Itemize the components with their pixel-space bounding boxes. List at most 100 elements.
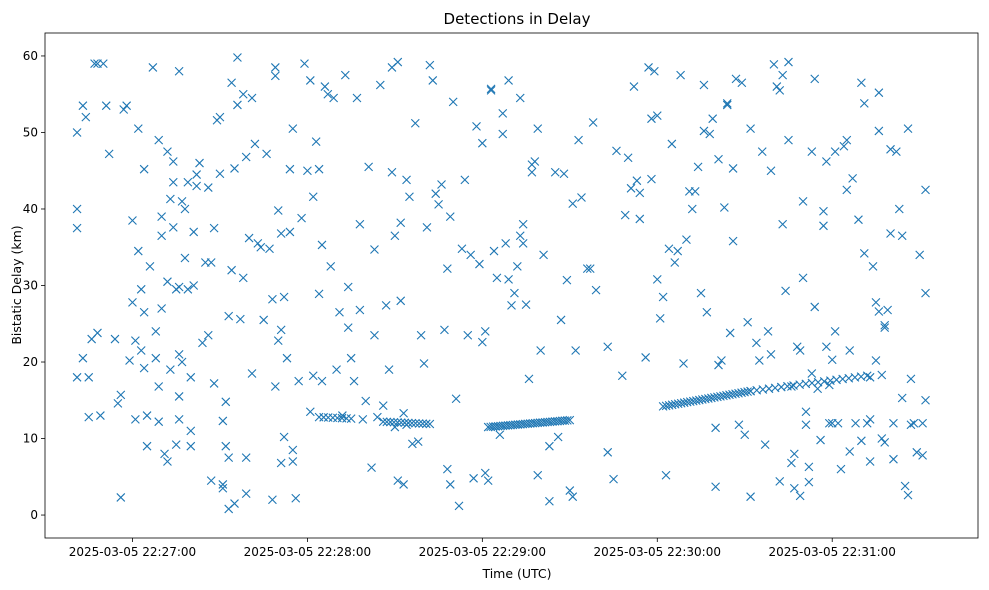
y-tick-label: 10 [23, 432, 38, 446]
data-point [413, 437, 423, 446]
data-point [183, 177, 193, 187]
data-point [300, 59, 309, 68]
data-point [746, 124, 755, 134]
data-point [886, 144, 895, 154]
data-point [859, 248, 869, 258]
data-point [722, 99, 732, 108]
data-point [539, 250, 548, 260]
x-axis-label: Time (UTC) [481, 566, 551, 581]
data-point [699, 126, 709, 136]
data-point [174, 349, 184, 359]
data-point [364, 162, 374, 172]
data-point [784, 57, 793, 67]
data-point [647, 114, 656, 124]
data-point [609, 474, 618, 484]
data-point [165, 194, 175, 204]
data-point [329, 93, 339, 103]
data-point [827, 355, 837, 365]
data-point [562, 275, 572, 285]
data-point [536, 346, 546, 355]
data-point [510, 288, 519, 298]
data-point [238, 273, 248, 283]
data-point [889, 454, 898, 464]
data-point [518, 239, 528, 248]
data-point [186, 372, 196, 382]
data-points [72, 53, 930, 514]
x-tick-label: 2025-03-05 22:30:00 [594, 545, 721, 559]
data-point [891, 147, 901, 156]
data-point [883, 305, 893, 315]
data-point [221, 441, 231, 451]
data-point [72, 204, 82, 214]
data-point [411, 418, 420, 428]
data-point [378, 401, 388, 411]
data-point [877, 370, 887, 380]
data-point [422, 222, 432, 232]
data-point [612, 146, 621, 156]
data-point [553, 432, 563, 442]
data-point [203, 330, 213, 340]
data-point [649, 66, 659, 76]
data-point [719, 203, 729, 212]
data-point [218, 416, 228, 426]
data-point [469, 473, 478, 483]
data-point [448, 97, 458, 107]
data-point [343, 282, 353, 292]
data-point [804, 477, 814, 487]
data-point [845, 447, 855, 456]
data-point [652, 111, 662, 121]
data-point [221, 397, 231, 407]
data-point [399, 408, 409, 418]
data-point [725, 328, 735, 338]
data-point [288, 457, 298, 466]
data-point [897, 231, 907, 241]
data-point [165, 365, 175, 375]
data-point [381, 301, 391, 310]
data-point [279, 432, 289, 442]
data-point [407, 439, 417, 449]
data-point [635, 214, 645, 224]
data-point [880, 437, 890, 447]
data-point [451, 394, 461, 404]
data-point [148, 63, 158, 72]
data-point [399, 480, 409, 489]
data-point [346, 353, 356, 363]
data-point [276, 325, 286, 335]
data-point [454, 501, 464, 511]
data-point [72, 372, 82, 382]
data-point [431, 189, 441, 199]
data-point [498, 108, 508, 118]
data-point [874, 88, 884, 98]
data-point [504, 274, 513, 284]
data-point [565, 415, 575, 425]
data-point [533, 124, 543, 134]
data-point [810, 302, 820, 312]
data-point [918, 450, 927, 460]
data-point [119, 105, 129, 114]
data-point [81, 112, 91, 122]
data-point [842, 185, 852, 195]
data-point [670, 258, 680, 267]
data-point [358, 415, 368, 424]
data-point [518, 219, 528, 229]
data-point [810, 74, 820, 84]
data-point [781, 286, 790, 296]
data-point [693, 162, 703, 172]
data-point [256, 242, 266, 252]
y-tick-label: 60 [23, 49, 38, 63]
data-point [279, 292, 289, 302]
data-point [778, 219, 788, 229]
data-point [291, 493, 301, 503]
data-point [416, 330, 426, 340]
data-point [273, 206, 283, 215]
data-point [425, 419, 435, 429]
data-point [486, 84, 496, 94]
data-point [419, 359, 429, 368]
data-point [393, 418, 402, 427]
data-point [652, 274, 662, 284]
data-point [209, 379, 219, 388]
data-point [390, 231, 400, 241]
data-point [96, 411, 105, 420]
y-tick-label: 40 [23, 202, 38, 216]
